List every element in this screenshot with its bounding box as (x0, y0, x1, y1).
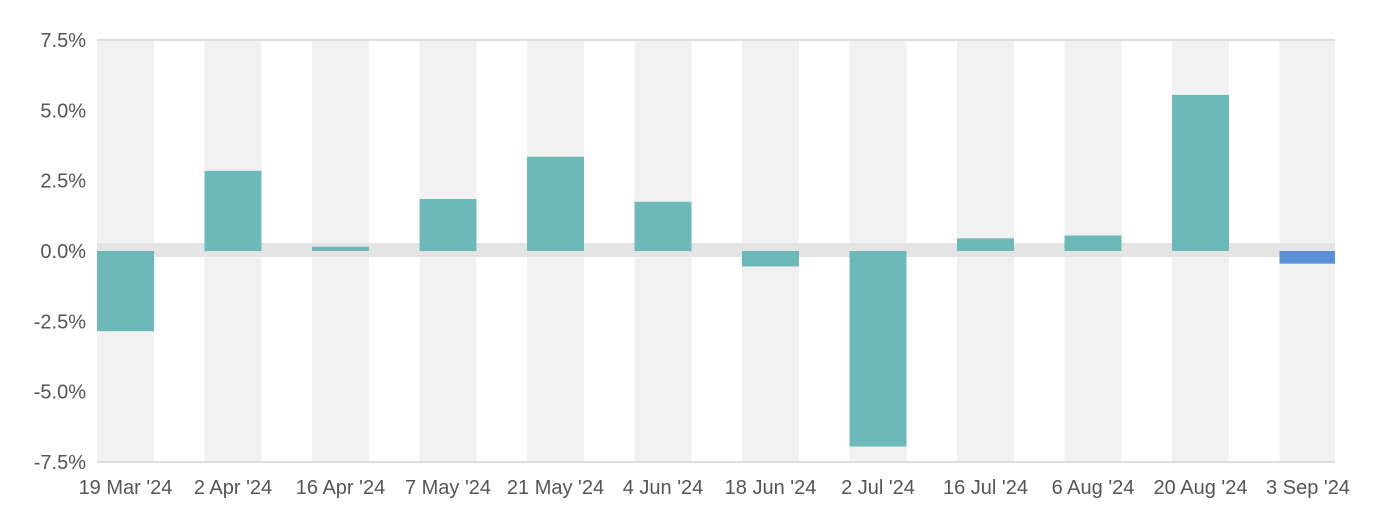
bar (204, 170, 262, 251)
bar (634, 201, 692, 251)
x-tick-label: 6 Aug '24 (1052, 477, 1135, 499)
x-tick-label: 19 Mar '24 (79, 477, 173, 499)
bar (1279, 251, 1335, 264)
x-tick-label: 2 Apr '24 (194, 477, 272, 499)
x-tick-label: 21 May '24 (507, 477, 604, 499)
x-tick-label: 16 Jul '24 (943, 477, 1028, 499)
x-tick-label: 3 Sep '24 (1266, 477, 1350, 499)
y-tick-label: 2.5% (40, 171, 86, 193)
bar (742, 251, 799, 267)
bar (312, 246, 369, 251)
bar (419, 198, 477, 251)
x-tick-label: 16 Apr '24 (296, 477, 385, 499)
x-tick-label: 2 Jul '24 (841, 477, 915, 499)
bar (849, 251, 907, 447)
x-axis-ticks: 19 Mar '24 2 Apr '24 16 Apr '24 7 May '24 21… (79, 477, 1350, 499)
y-tick-label: -7.5% (34, 452, 86, 474)
x-tick-label: 20 Aug '24 (1154, 477, 1248, 499)
y-axis-ticks: 7.5% 5.0% 2.5% 0.0% -2.5% -5.0% -7.5% (34, 30, 86, 474)
bar (527, 156, 584, 251)
bar (957, 238, 1014, 251)
bar (97, 251, 154, 332)
x-tick-label: 18 Jun '24 (725, 477, 817, 499)
zero-line-band (97, 243, 1335, 257)
y-tick-label: -2.5% (34, 311, 86, 333)
x-tick-label: 4 Jun '24 (623, 477, 704, 499)
y-tick-label: -5.0% (34, 382, 86, 404)
y-tick-label: 0.0% (40, 241, 86, 263)
y-tick-label: 5.0% (40, 100, 86, 122)
x-tick-label: 7 May '24 (405, 477, 491, 499)
bar (1064, 235, 1122, 251)
y-tick-label: 7.5% (40, 30, 86, 52)
bar (1172, 94, 1229, 251)
bars (97, 94, 1335, 447)
